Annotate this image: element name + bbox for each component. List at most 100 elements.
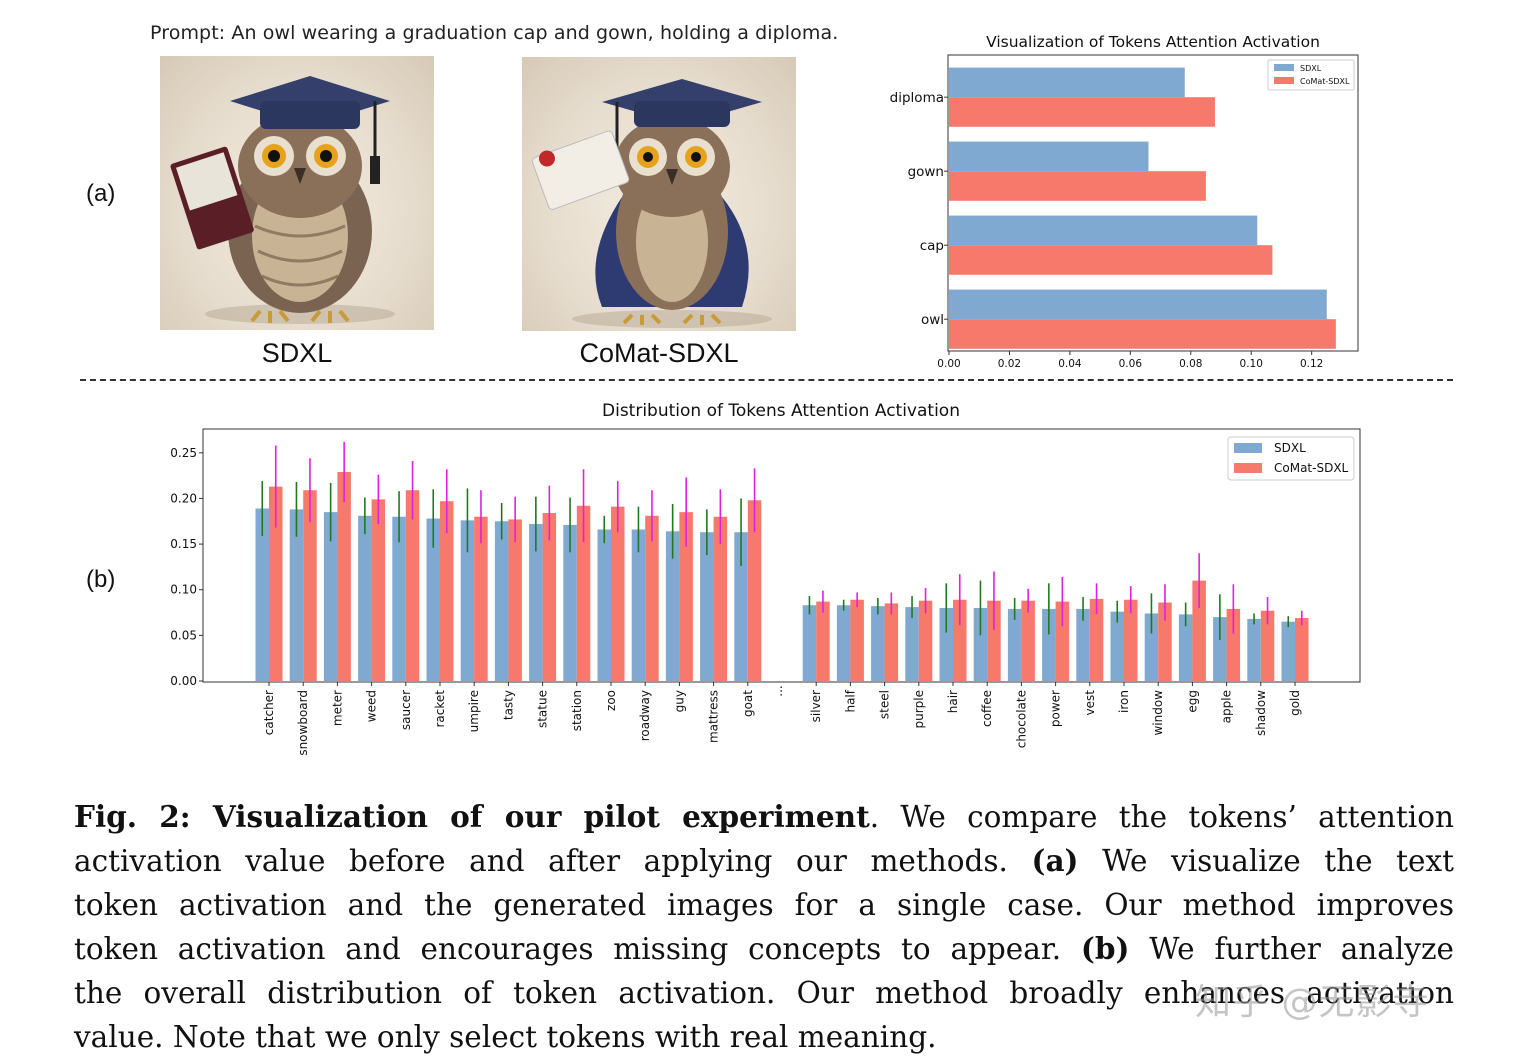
vbar-purple-comat <box>918 600 933 681</box>
vbar-steel-sdxl <box>871 606 885 681</box>
caption-line-4: token activation and encourages missing … <box>74 927 1454 971</box>
vbar-steel-comat <box>884 603 899 681</box>
vbar-racket-sdxl <box>426 518 440 681</box>
vbar-zoo-comat <box>611 506 625 681</box>
vbar-coffee-comat <box>987 600 1001 681</box>
vbar-ytick-label: 0.10 <box>170 583 197 597</box>
hbar-legend-swatch-0 <box>1274 64 1294 71</box>
prompt-text: Prompt: An owl wearing a graduation cap … <box>150 22 839 44</box>
hbar-gown-comat <box>949 171 1206 201</box>
vbar-xtick-label-station: station <box>570 690 584 731</box>
vbar-apple-sdxl <box>1213 617 1227 681</box>
hbar-legend-label-0: SDXL <box>1300 64 1322 73</box>
vbar-weed-comat <box>371 499 386 681</box>
vbar-apple-comat <box>1226 608 1241 681</box>
panel-divider <box>80 379 1453 381</box>
vbar-xtick-label-zoo: zoo <box>604 690 618 711</box>
vbar-xtick-label-statue: statue <box>536 690 550 728</box>
hbar-ytick-label-cap: cap <box>920 238 944 254</box>
vbar-tasty-comat <box>508 519 522 681</box>
caption-line-5: the overall distribution of token activa… <box>74 976 1454 1010</box>
vbar-mattress-sdxl <box>700 532 714 681</box>
vbar-xtick-label-guy: guy <box>672 690 686 712</box>
vbar-chocolate-sdxl <box>1007 608 1022 681</box>
vbar-station-sdxl <box>563 524 577 681</box>
vbar-saucer-comat <box>405 490 420 681</box>
vbar-silver-comat <box>816 601 830 681</box>
vbar-goat-sdxl <box>734 532 748 681</box>
vbar-coffee-sdxl <box>973 607 988 681</box>
vbar-window-sdxl <box>1144 613 1159 681</box>
hbar-xtick-label: 0.04 <box>1058 358 1082 370</box>
vbar-catcher-comat <box>269 486 283 681</box>
hbar-diploma-sdxl <box>949 67 1185 98</box>
vbar-station-comat <box>576 505 591 681</box>
hbar-owl-sdxl <box>949 289 1327 320</box>
vbar-xtick-label-snowboard: snowboard <box>296 690 310 756</box>
vbar-xtick-label-window: window <box>1151 690 1165 736</box>
vbar-ytick-label: 0.20 <box>170 491 197 505</box>
vbar-chocolate-comat <box>1021 600 1035 681</box>
vbar-xtick-label-hair: hair <box>946 690 960 713</box>
vbar-umpire-sdxl <box>460 520 475 681</box>
vbar-xtick-label-coffee: coffee <box>980 690 994 727</box>
vbar-xtick-label-saucer: saucer <box>399 690 413 730</box>
hbar-diploma-comat <box>949 97 1215 127</box>
vbar-meter-sdxl <box>323 512 338 681</box>
hbar-cap-sdxl <box>949 215 1258 246</box>
vbar-xtick-label-roadway: roadway <box>638 690 652 741</box>
vbar-xtick-label-power: power <box>1049 690 1063 727</box>
hbar-xtick-label: 0.12 <box>1300 358 1323 370</box>
hbar-xtick-label: 0.02 <box>998 358 1021 370</box>
caption-line-1-rest: . We compare the tokens’ attention <box>869 800 1454 834</box>
hbar-legend-swatch-1 <box>1274 77 1294 84</box>
vbar-tasty-sdxl <box>494 521 509 681</box>
hbar-cap-comat <box>949 245 1273 275</box>
vbar-weed-sdxl <box>358 515 372 681</box>
hbar-gown-sdxl <box>949 141 1149 172</box>
vbar-zoo-sdxl <box>597 529 611 681</box>
panel-a-label: (a) <box>86 180 116 207</box>
vbar-gold-comat <box>1295 618 1309 681</box>
vbar-hair-comat <box>953 599 967 681</box>
owl-illustration-comat <box>531 79 772 328</box>
vbar-mattress-comat <box>713 516 728 681</box>
vbar-xtick-label-ellipsis: ... <box>771 685 785 696</box>
caption-line-2-b: We visualize the text <box>1102 844 1454 878</box>
hbar-xtick-label: 0.08 <box>1179 358 1202 370</box>
vbar-xtick-label-egg: egg <box>1185 690 1199 713</box>
vbar-gold-sdxl <box>1281 621 1295 681</box>
hbar-legend: SDXL CoMat-SDXL <box>1267 59 1355 91</box>
vbar-legend-swatch-0 <box>1234 443 1262 453</box>
vbar-power-sdxl <box>1042 608 1056 681</box>
vbar-egg-sdxl <box>1178 614 1193 681</box>
vbar-ytick-label: 0.25 <box>170 446 197 460</box>
vbar-snowboard-sdxl <box>289 509 304 681</box>
caption-line-2-a: activation value before and after applyi… <box>74 844 1008 878</box>
vbar-xtick-label-chocolate: chocolate <box>1014 690 1028 748</box>
vbar-goat-comat <box>747 500 762 681</box>
vbar-ytick-label: 0.05 <box>170 628 197 642</box>
caption-b-marker: (b) <box>1080 931 1130 966</box>
vbar-guy-comat <box>679 512 693 681</box>
vbar-legend-label-0: SDXL <box>1274 441 1306 455</box>
panel-b-label: (b) <box>86 566 116 593</box>
hbar-xtick-label: 0.00 <box>937 358 960 370</box>
vbar-chart-title: Distribution of Tokens Attention Activat… <box>602 401 960 421</box>
vbar-vest-comat <box>1089 598 1104 681</box>
vbar-xtick-label-gold: gold <box>1288 690 1302 716</box>
watermark-text: 知乎 @无影寺 <box>1195 982 1430 1023</box>
owl-illustration-sdxl <box>170 76 395 324</box>
vbar-xtick-label-umpire: umpire <box>467 690 481 732</box>
vbar-racket-comat <box>440 501 454 681</box>
hbar-ytick-label-owl: owl <box>921 312 944 328</box>
caption-line-4-a: token activation and encourages missing … <box>74 932 1062 966</box>
hbar-ytick-label-diploma: diploma <box>890 90 944 106</box>
caption-line-2: activation value before and after applyi… <box>74 839 1454 883</box>
vbar-guy-sdxl <box>665 531 680 681</box>
vbar-shadow-comat <box>1260 610 1275 681</box>
vbar-legend-swatch-1 <box>1234 463 1262 473</box>
vbar-saucer-sdxl <box>392 516 406 681</box>
vbar-xtick-label-half: half <box>843 689 857 712</box>
caption-line-1: Fig. 2: Visualization of our pilot exper… <box>74 795 1454 839</box>
